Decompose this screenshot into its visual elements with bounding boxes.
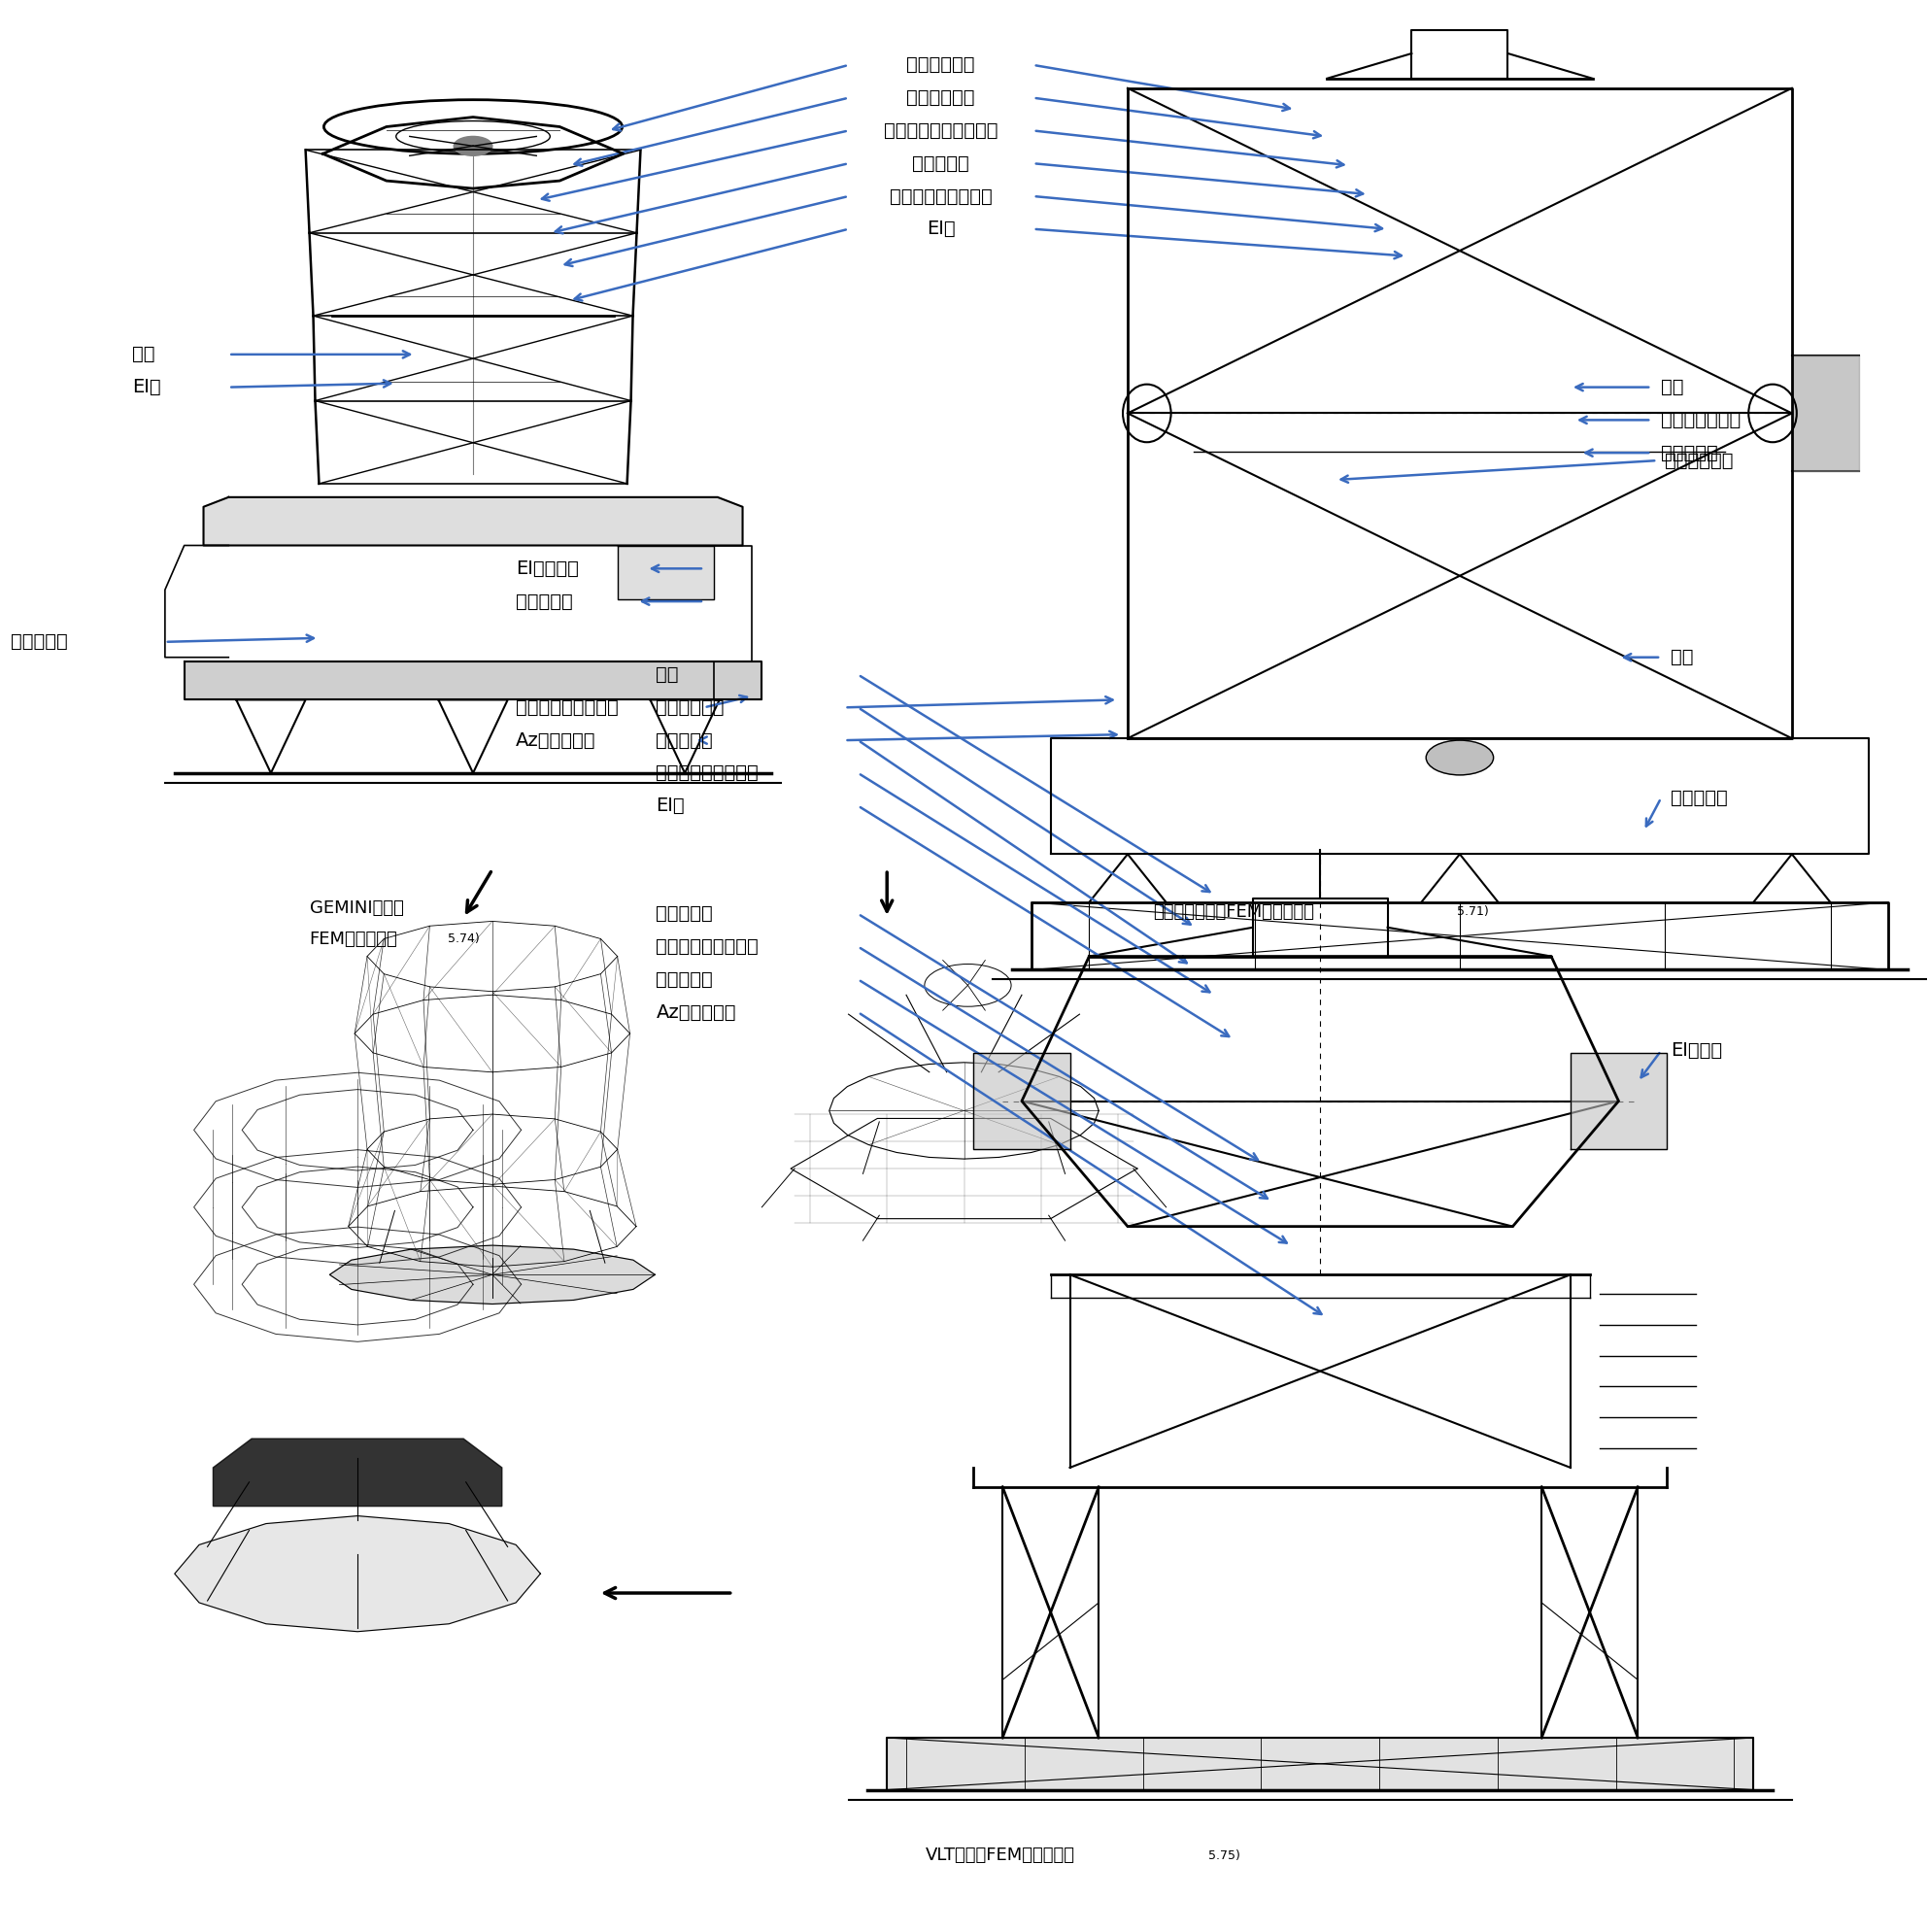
Text: センターセクション: センターセクション	[889, 187, 993, 205]
Text: 副鏡スパイダ: 副鏡スパイダ	[1664, 452, 1733, 469]
Text: カセグレン観測装置: カセグレン観測装置	[656, 937, 758, 956]
Text: ミラーセル: ミラーセル	[12, 632, 67, 651]
Text: EI軸: EI軸	[927, 220, 954, 238]
Text: 鏡筒トラス: 鏡筒トラス	[912, 155, 970, 172]
Text: VLT構造とFEM解析モデル: VLT構造とFEM解析モデル	[925, 1847, 1076, 1864]
Text: 鏡筒トラス: 鏡筒トラス	[656, 730, 713, 750]
Polygon shape	[175, 1517, 540, 1633]
Polygon shape	[1791, 355, 1859, 471]
Text: アクチュエータ: アクチュエータ	[1660, 412, 1741, 429]
Text: 5.71): 5.71)	[1458, 906, 1488, 918]
Text: EI軸駆動部: EI軸駆動部	[515, 560, 578, 578]
Text: トップリング: トップリング	[906, 56, 976, 73]
Text: EI駆動部: EI駆動部	[1670, 1041, 1722, 1061]
Text: 架台トラス: 架台トラス	[515, 591, 573, 611]
Text: Az回転レール: Az回転レール	[515, 730, 596, 750]
Text: ミラーセル: ミラーセル	[656, 904, 713, 923]
Text: 副鏡及び副鏡駆動機構: 副鏡及び副鏡駆動機構	[883, 122, 999, 139]
Text: 5.75): 5.75)	[1209, 1849, 1240, 1862]
Text: カセグレン観測装置: カセグレン観測装置	[515, 697, 619, 717]
Text: ナスミス台: ナスミス台	[1670, 788, 1727, 808]
Text: 副鏡: 副鏡	[656, 665, 679, 684]
Text: 架台トラス: 架台トラス	[656, 970, 713, 989]
Text: 主鏡: 主鏡	[1670, 647, 1693, 667]
Polygon shape	[1571, 1053, 1666, 1150]
Polygon shape	[887, 1737, 1753, 1789]
Text: FEM解析モデル: FEM解析モデル	[308, 929, 397, 949]
Text: センターセクション: センターセクション	[656, 763, 758, 782]
Polygon shape	[204, 497, 742, 545]
Text: 主鏡: 主鏡	[1660, 379, 1683, 396]
Text: EI軸: EI軸	[133, 379, 162, 396]
Text: すばるの構造とFEM解析モデル: すばるの構造とFEM解析モデル	[1153, 904, 1313, 922]
Ellipse shape	[1427, 740, 1494, 775]
Text: 副鏡スパイダ: 副鏡スパイダ	[906, 89, 976, 106]
Text: 5.74): 5.74)	[447, 933, 480, 945]
Polygon shape	[974, 1053, 1070, 1150]
Text: GEMINI構造と: GEMINI構造と	[308, 900, 403, 918]
Text: ナスミス台: ナスミス台	[1660, 444, 1718, 462]
Polygon shape	[214, 1439, 501, 1507]
Ellipse shape	[453, 137, 492, 156]
Text: Az回転レール: Az回転レール	[656, 1003, 736, 1022]
Polygon shape	[330, 1246, 656, 1304]
Text: 主鏡: 主鏡	[133, 346, 154, 363]
Text: トップリング: トップリング	[656, 697, 725, 717]
Text: EI軸: EI軸	[656, 796, 684, 815]
Polygon shape	[617, 545, 713, 599]
Polygon shape	[185, 661, 762, 699]
